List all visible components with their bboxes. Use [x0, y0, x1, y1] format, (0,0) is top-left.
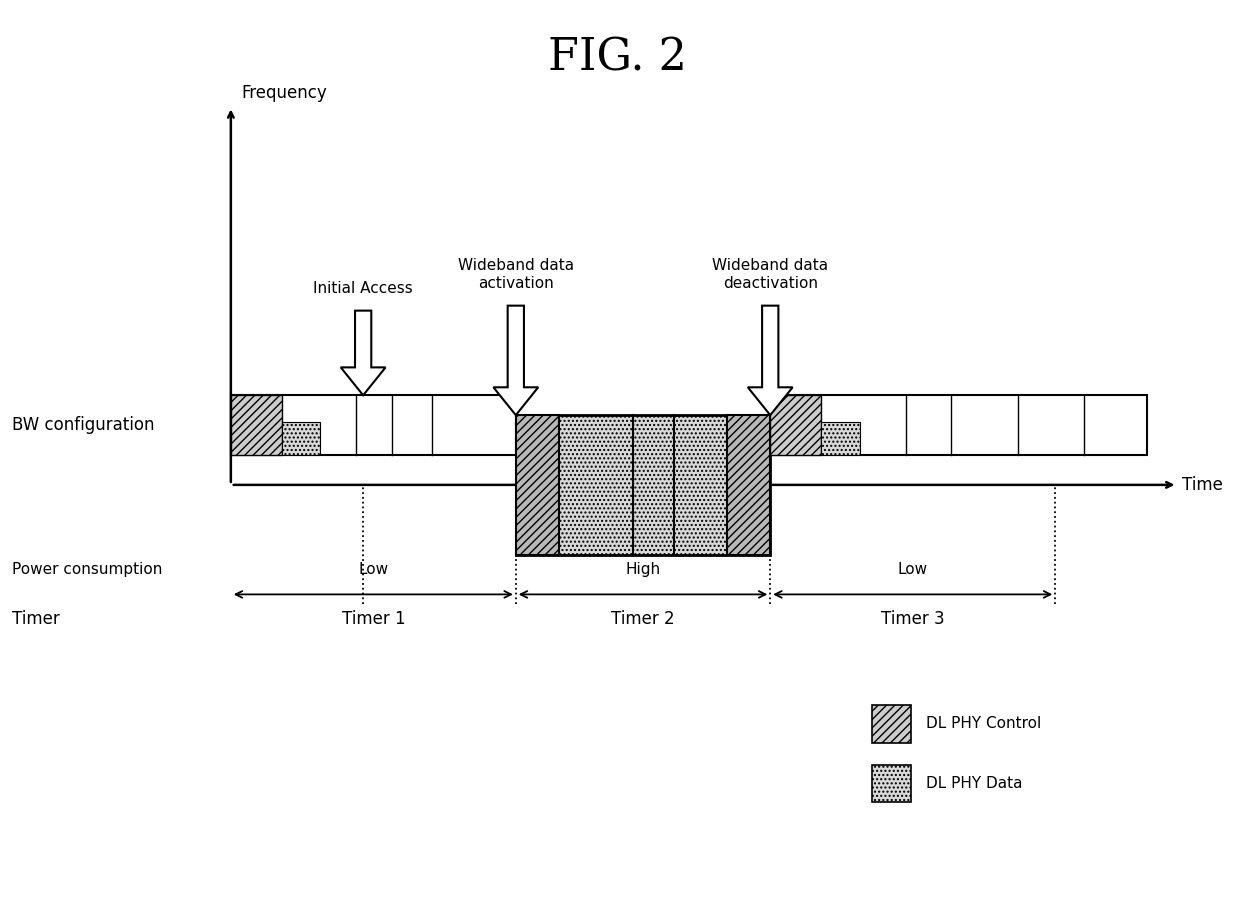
- Polygon shape: [494, 306, 538, 415]
- Bar: [770, 395, 1147, 455]
- Text: DL PHY Data: DL PHY Data: [926, 776, 1023, 791]
- Polygon shape: [748, 306, 792, 415]
- Text: Frequency: Frequency: [241, 84, 327, 102]
- Text: FIG. 2: FIG. 2: [548, 36, 687, 80]
- Text: BW configuration: BW configuration: [12, 416, 155, 434]
- Bar: [872, 764, 910, 803]
- Bar: [281, 422, 320, 455]
- Bar: [231, 395, 516, 455]
- Text: Timer: Timer: [12, 611, 60, 628]
- Text: Timer 1: Timer 1: [341, 611, 405, 628]
- Bar: [872, 705, 910, 743]
- Text: Low: Low: [358, 562, 388, 577]
- Text: Wideband data
deactivation: Wideband data deactivation: [712, 258, 828, 290]
- Text: Power consumption: Power consumption: [12, 562, 162, 577]
- Text: Timer 2: Timer 2: [611, 611, 675, 628]
- Bar: [728, 415, 770, 554]
- Text: Time: Time: [1183, 476, 1224, 494]
- Text: Low: Low: [898, 562, 928, 577]
- Polygon shape: [341, 310, 386, 395]
- Bar: [821, 422, 859, 455]
- Text: DL PHY Control: DL PHY Control: [926, 716, 1042, 732]
- Bar: [516, 415, 770, 554]
- Text: Timer 3: Timer 3: [880, 611, 945, 628]
- Text: Wideband data
activation: Wideband data activation: [458, 258, 574, 290]
- Bar: [770, 395, 821, 455]
- Bar: [231, 395, 281, 455]
- Text: High: High: [625, 562, 661, 577]
- Text: Initial Access: Initial Access: [314, 280, 413, 296]
- Bar: [516, 415, 558, 554]
